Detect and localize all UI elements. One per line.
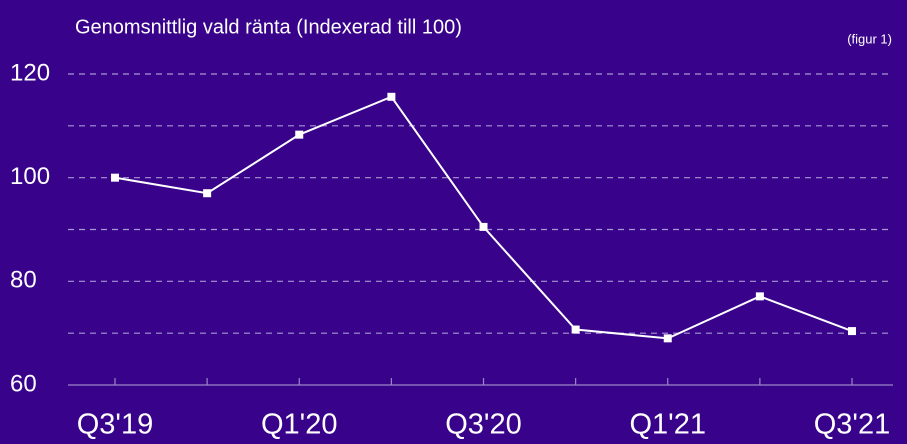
y-tick-label: 120	[10, 59, 50, 86]
marker	[295, 130, 304, 139]
marker	[387, 92, 396, 101]
marker	[663, 334, 672, 343]
x-tick-label: Q3'21	[814, 409, 890, 441]
annotation: (figur 1)	[847, 31, 892, 46]
marker	[848, 327, 856, 336]
y-tick-label: 80	[10, 267, 37, 294]
y-tick-label: 60	[10, 370, 37, 397]
marker	[755, 292, 764, 301]
marker	[479, 222, 488, 231]
y-tick-label: 100	[10, 163, 50, 190]
x-tick-label: Q1'20	[261, 409, 337, 441]
x-tick-label: Q3'20	[445, 409, 521, 441]
marker	[571, 325, 580, 334]
marker	[203, 189, 212, 198]
x-tick-label: Q1'21	[630, 409, 706, 441]
x-tick-label: Q3'19	[77, 409, 153, 441]
chart-title: Genomsnittlig vald ränta (Indexerad till…	[75, 16, 462, 38]
marker	[111, 173, 119, 182]
